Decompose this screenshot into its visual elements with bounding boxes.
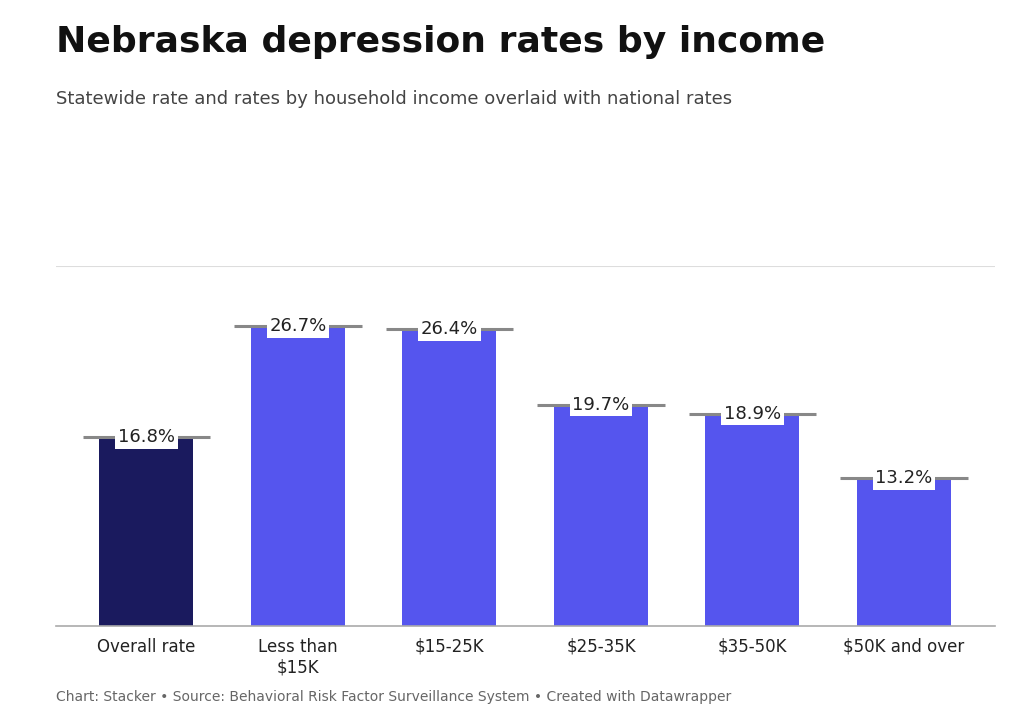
Bar <box>554 405 648 626</box>
Bar <box>857 478 951 626</box>
Bar <box>403 329 497 626</box>
Text: 26.4%: 26.4% <box>421 320 478 338</box>
Text: 18.9%: 18.9% <box>724 405 781 423</box>
Text: Nebraska depression rates by income: Nebraska depression rates by income <box>56 25 825 59</box>
Text: 16.8%: 16.8% <box>118 428 175 446</box>
Bar <box>706 414 800 626</box>
Bar <box>100 437 194 626</box>
Text: Statewide rate and rates by household income overlaid with national rates: Statewide rate and rates by household in… <box>56 90 731 108</box>
Text: Chart: Stacker • Source: Behavioral Risk Factor Surveillance System • Created wi: Chart: Stacker • Source: Behavioral Risk… <box>56 690 731 704</box>
Text: 13.2%: 13.2% <box>876 469 932 487</box>
Text: 26.7%: 26.7% <box>270 317 326 335</box>
Bar <box>251 326 345 626</box>
Text: 19.7%: 19.7% <box>573 396 629 414</box>
